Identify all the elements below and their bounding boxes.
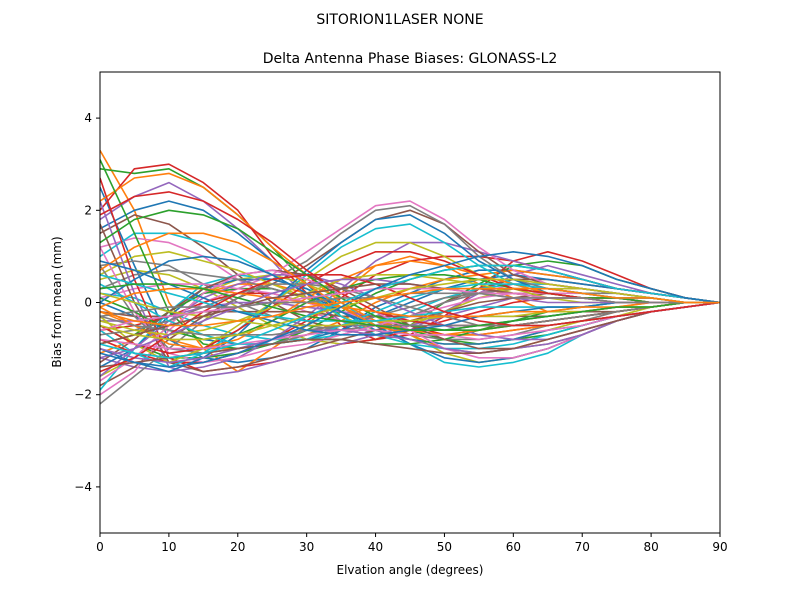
y-axis-label: Bias from mean (mm) [50,236,64,367]
series-line-69 [100,278,720,341]
series-line-58 [100,301,720,336]
x-tick-label: 50 [437,540,452,554]
x-tick-label: 90 [712,540,727,554]
y-tick-label: 2 [84,203,92,217]
series-line-71 [100,251,720,368]
y-tick-label: 0 [84,296,92,310]
y-tick-label: −4 [74,480,92,494]
x-tick-label: 10 [161,540,176,554]
x-axis-label: Elvation angle (degrees) [337,563,484,577]
series-line-72 [100,287,720,327]
x-tick-label: 60 [506,540,521,554]
chart-suptitle: SITORION1LASER NONE [316,12,483,28]
x-tick-label: 70 [575,540,590,554]
x-tick-label: 30 [299,540,314,554]
y-tick-label: 4 [84,111,92,125]
y-tick-label: −2 [74,388,92,402]
series-line-63 [100,283,720,332]
x-tick-label: 80 [643,540,658,554]
x-tick-label: 0 [96,540,104,554]
x-tick-label: 40 [368,540,383,554]
series-layer [100,150,720,405]
series-line-70 [100,264,720,359]
y-axis: −4 −2 0 2 4 [74,111,100,494]
x-tick-label: 20 [230,540,245,554]
chart-title: Delta Antenna Phase Biases: GLONASS-L2 [263,51,558,67]
x-axis: 0 10 20 30 40 50 60 70 80 90 [96,533,728,554]
